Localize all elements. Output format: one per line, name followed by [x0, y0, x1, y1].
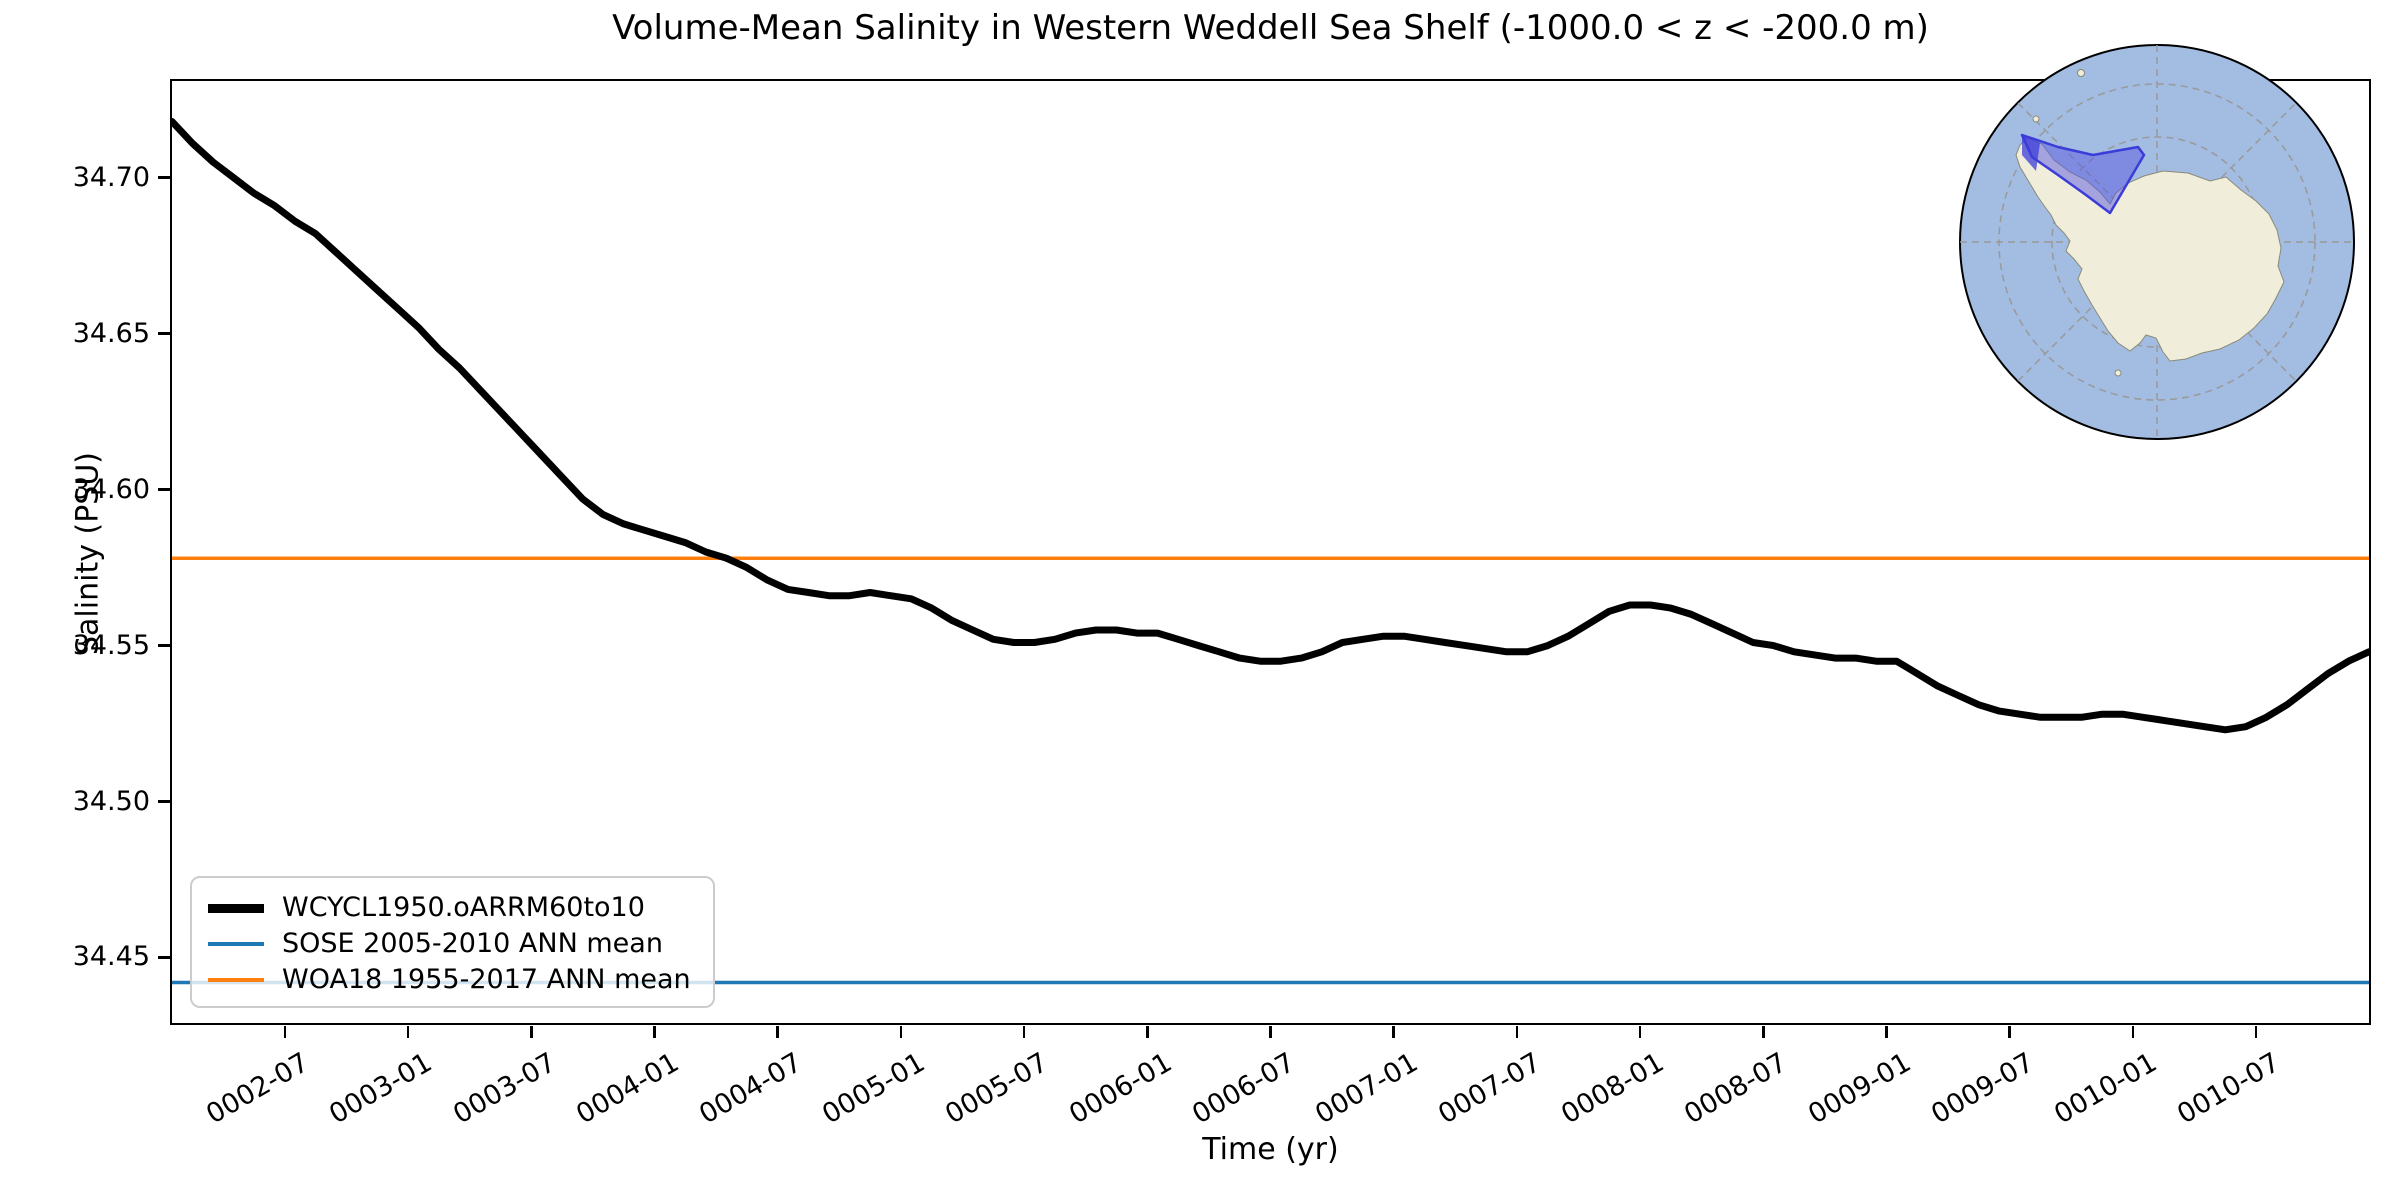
x-tick-mark	[1762, 1025, 1765, 1038]
legend-item-sose: SOSE 2005-2010 ANN mean	[208, 926, 691, 962]
x-tick-label: 0005-07	[940, 1047, 1054, 1131]
salinity-series-line	[171, 117, 2369, 733]
y-axis-label: Salinity (PSU)	[70, 452, 106, 655]
inset-map-content	[1960, 45, 2354, 439]
legend-swatch-sose	[208, 942, 264, 946]
y-tick-label: 34.55	[72, 629, 150, 661]
x-tick-label: 0003-07	[447, 1047, 561, 1131]
y-tick-mark	[157, 956, 170, 959]
y-tick-mark	[157, 176, 170, 179]
region-highlight-core	[2022, 135, 2040, 171]
x-tick-label: 0006-01	[1063, 1047, 1177, 1131]
x-tick-label: 0006-07	[1186, 1047, 1300, 1131]
x-tick-label: 0010-01	[2049, 1047, 2163, 1131]
x-tick-mark	[899, 1025, 903, 1038]
x-axis-label: Time (yr)	[1202, 1132, 1339, 1167]
y-tick-mark	[157, 488, 170, 491]
y-tick-mark	[157, 644, 170, 647]
y-tick-label: 34.65	[72, 317, 150, 349]
antarctica-inset-map	[1959, 44, 2355, 440]
chart-title: Volume-Mean Salinity in Western Weddell …	[612, 8, 1929, 48]
legend-label-model: WCYCL1950.oARRM60to10	[282, 892, 645, 923]
x-tick-label: 0007-01	[1310, 1047, 1424, 1131]
x-tick-mark	[1022, 1025, 1026, 1038]
x-tick-mark	[1392, 1025, 1395, 1038]
y-tick-label: 34.70	[72, 161, 150, 193]
legend-swatch-model	[208, 903, 264, 913]
x-tick-label: 0002-07	[201, 1047, 315, 1131]
x-tick-mark	[2254, 1025, 2258, 1038]
island	[2032, 115, 2040, 123]
legend-label-woa: WOA18 1955-2017 ANN mean	[282, 964, 691, 995]
x-tick-label: 0009-07	[1925, 1047, 2040, 1131]
x-tick-label: 0008-01	[1556, 1047, 1670, 1131]
x-tick-label: 0007-07	[1433, 1047, 1547, 1131]
x-tick-label: 0009-01	[1802, 1047, 1916, 1131]
x-tick-mark	[653, 1025, 656, 1038]
x-tick-mark	[2008, 1025, 2011, 1038]
x-tick-mark	[406, 1025, 410, 1038]
y-tick-mark	[157, 332, 170, 335]
island	[2077, 69, 2085, 77]
island	[2114, 369, 2122, 377]
legend-item-model: WCYCL1950.oARRM60to10	[208, 890, 691, 926]
x-tick-mark	[283, 1025, 287, 1038]
y-tick-mark	[157, 800, 170, 803]
x-tick-mark	[1146, 1025, 1149, 1038]
x-tick-mark	[530, 1025, 533, 1038]
x-tick-mark	[776, 1025, 779, 1038]
x-tick-mark	[1515, 1025, 1519, 1038]
x-tick-mark	[1269, 1025, 1272, 1038]
plot-area	[169, 78, 2371, 1025]
legend-label-sose: SOSE 2005-2010 ANN mean	[282, 928, 663, 959]
legend-item-woa: WOA18 1955-2017 ANN mean	[208, 962, 691, 998]
x-tick-mark	[1885, 1025, 1888, 1038]
x-tick-label: 0005-01	[817, 1047, 931, 1131]
legend: WCYCL1950.oARRM60to10 SOSE 2005-2010 ANN…	[190, 876, 715, 1008]
x-tick-mark	[2131, 1025, 2135, 1038]
x-tick-label: 0008-07	[1679, 1047, 1793, 1131]
x-tick-mark	[1638, 1025, 1642, 1038]
x-tick-label: 0004-01	[570, 1047, 685, 1131]
y-tick-label: 34.60	[72, 473, 150, 505]
y-tick-label: 34.50	[72, 785, 150, 817]
y-tick-label: 34.45	[72, 941, 150, 973]
x-tick-label: 0010-07	[2172, 1047, 2286, 1131]
legend-swatch-woa	[208, 978, 264, 982]
x-tick-label: 0003-01	[324, 1047, 438, 1131]
region-highlight-western-weddell-shelf	[2020, 133, 2146, 215]
x-tick-label: 0004-07	[694, 1047, 808, 1131]
